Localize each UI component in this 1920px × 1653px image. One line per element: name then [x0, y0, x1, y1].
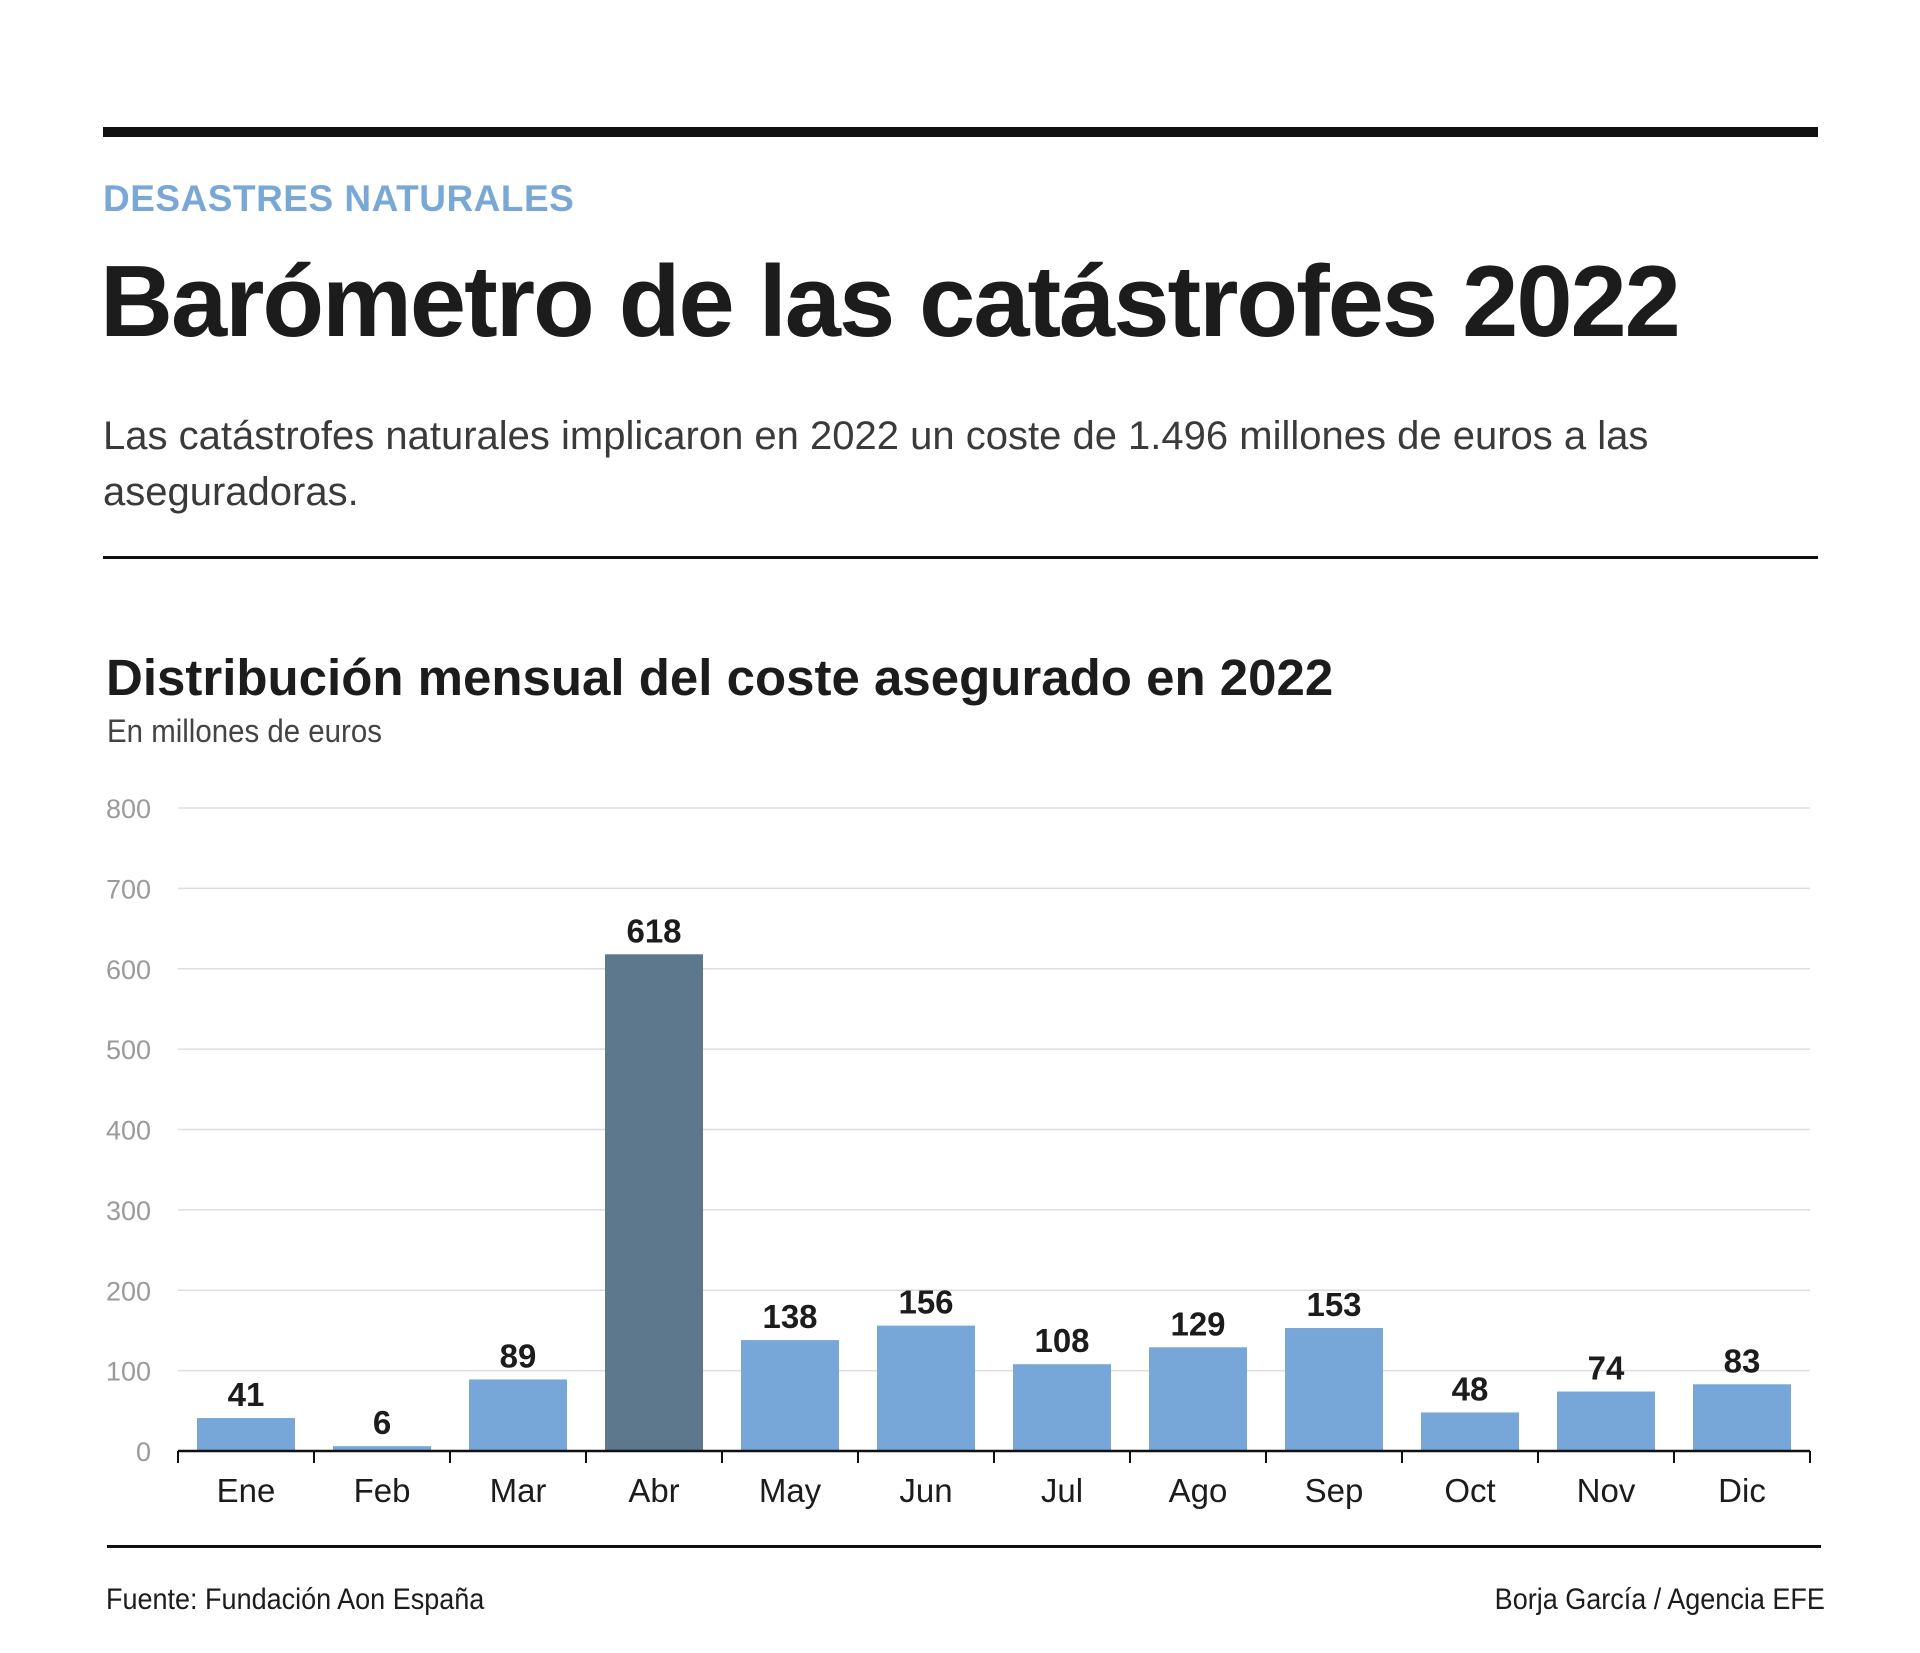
section-kicker: DESASTRES NATURALES [103, 178, 575, 219]
data-label: 48 [1452, 1370, 1489, 1407]
data-label: 129 [1170, 1305, 1225, 1342]
bar [605, 954, 703, 1451]
section-divider [103, 556, 1818, 559]
bar [469, 1379, 567, 1451]
x-tick-label: Jul [1041, 1472, 1083, 1509]
x-tick-label: May [759, 1472, 822, 1509]
top-rule [103, 127, 1818, 137]
bar [333, 1446, 431, 1451]
footer-divider [107, 1545, 1821, 1548]
bar [1557, 1391, 1655, 1451]
data-label: 89 [500, 1337, 537, 1374]
data-label: 618 [626, 912, 681, 949]
data-label: 138 [762, 1298, 817, 1335]
y-tick-label: 0 [136, 1437, 151, 1467]
bar [1285, 1328, 1383, 1451]
y-tick-label: 700 [106, 874, 151, 904]
x-tick-label: Ene [217, 1472, 276, 1509]
data-label: 6 [373, 1404, 391, 1441]
x-tick-label: Dic [1718, 1472, 1766, 1509]
bar [1013, 1364, 1111, 1451]
source-note: Fuente: Fundación Aon España [106, 1583, 485, 1616]
data-label: 83 [1724, 1342, 1761, 1379]
data-label: 156 [898, 1284, 953, 1321]
lede-paragraph: Las catástrofes naturales implicaron en … [103, 414, 1649, 514]
y-tick-label: 500 [106, 1035, 151, 1065]
x-tick-label: Ago [1169, 1472, 1228, 1509]
y-tick-label: 800 [106, 794, 151, 824]
bar [1421, 1412, 1519, 1451]
y-tick-label: 400 [106, 1116, 151, 1146]
x-tick-label: Oct [1444, 1472, 1495, 1509]
x-tick-label: Nov [1577, 1472, 1636, 1509]
x-tick-label: Jun [899, 1472, 952, 1509]
y-tick-label: 600 [106, 955, 151, 985]
bar [197, 1418, 295, 1451]
credit-note: Borja García / Agencia EFE [1494, 1583, 1825, 1616]
x-tick-label: Mar [490, 1472, 547, 1509]
data-label: 153 [1306, 1286, 1361, 1323]
data-label: 74 [1588, 1350, 1625, 1387]
chart-subtitle: En millones de euros [107, 713, 382, 749]
data-label: 108 [1034, 1322, 1089, 1359]
bar [1693, 1384, 1791, 1451]
y-tick-label: 100 [106, 1357, 151, 1387]
data-label: 41 [228, 1376, 265, 1413]
x-tick-label: Abr [628, 1472, 679, 1509]
chart-title: Distribución mensual del coste asegurado… [106, 649, 1334, 706]
x-tick-label: Sep [1305, 1472, 1364, 1509]
bar [741, 1340, 839, 1451]
bar [877, 1325, 975, 1451]
y-tick-label: 300 [106, 1196, 151, 1226]
y-tick-label: 200 [106, 1276, 151, 1306]
headline: Barómetro de las catástrofes 2022 [100, 246, 1681, 358]
bar [1149, 1347, 1247, 1451]
x-tick-label: Feb [354, 1472, 411, 1509]
